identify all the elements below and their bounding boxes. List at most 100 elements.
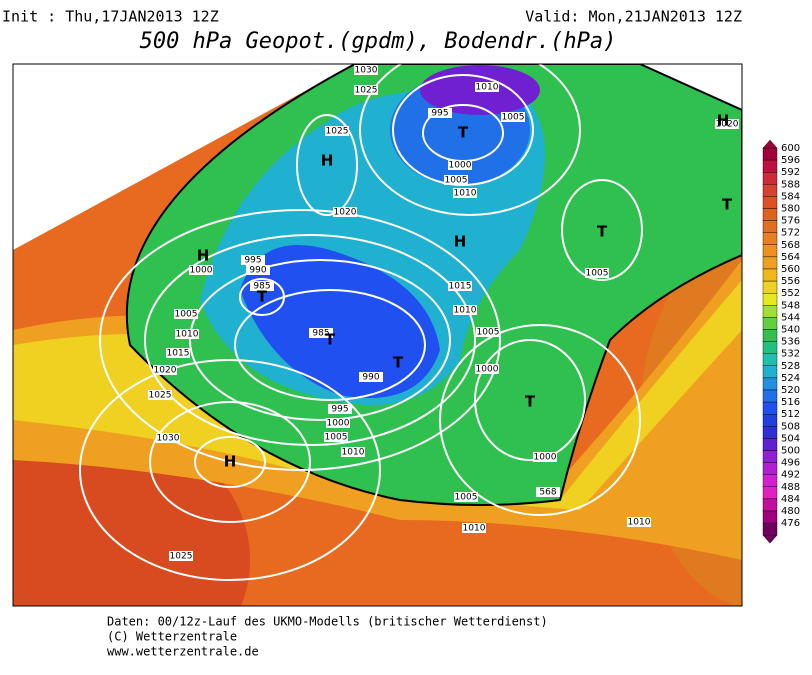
isobar-label: 1030 [157,434,180,444]
isobar-label: 990 [249,266,266,276]
footer-source: Daten: 00/12z-Lauf des UKMO-Modells (bri… [107,615,548,629]
pressure-center: T [722,196,733,214]
pressure-center: T [325,331,336,349]
isobar-label: 1010 [463,524,486,534]
isobar-label: 1020 [154,366,177,376]
isobar-label-box [448,160,472,170]
isobar-label-box [148,390,172,400]
isobar-label: 995 [331,405,348,415]
isobar-label-box [454,492,478,502]
isobar-label: 985 [253,282,270,292]
colorbar-label: 500 [781,446,800,457]
isobar-label-box [169,551,193,561]
footer-url: www.wetterzentrale.de [107,645,259,659]
colorbar-swatch [762,147,778,161]
isobar-label-box [341,447,365,457]
isobar-label: 1005 [502,113,525,123]
colorbar-label: 512 [781,409,800,420]
colorbar-label: 560 [781,264,800,275]
colorbar-swatch [762,353,778,367]
isobar-label: 1025 [170,552,193,562]
colorbar-label: 588 [781,179,800,190]
colorbar: 6005965925885845805765725685645605565525… [762,139,800,544]
isobar-label-box [354,85,378,95]
colorbar-swatch [762,474,778,488]
colorbar-swatch [762,305,778,318]
pressure-center: H [454,233,467,251]
isobar-label: 1030 [355,66,378,76]
isobar-label-box [536,487,560,497]
isobar-label-box [428,108,452,118]
isobar-label: 1000 [327,419,350,429]
isobar-label-box [175,329,199,339]
isobar-label-box [328,404,352,414]
colorbar-swatch [762,365,778,379]
pressure-center: T [257,288,268,306]
isobar-label: 1000 [476,365,499,375]
isobar-label-box [448,281,472,291]
isobar-label-box [475,82,499,92]
pressure-center: T [597,223,608,241]
isobar-label: 1000 [190,266,213,276]
isobar-label-box [585,268,609,278]
pressure-center: T [393,354,404,372]
colorbar-label: 496 [781,458,800,469]
isobar-label-box [324,432,348,442]
pressure-center: T [458,124,469,142]
isobar-label-box [462,523,486,533]
isobar-label: 1005 [477,328,500,338]
isobar-label: 995 [244,256,261,266]
colorbar-swatch [762,256,778,270]
colorbar-swatch [762,462,778,475]
isobar-label-box [246,265,270,275]
colorbar-label: 508 [781,421,800,432]
isobar-label-box [250,281,274,291]
init-time: Init : Thu,17JAN2013 12Z [2,8,219,26]
colorbar-label: 564 [781,252,800,263]
colorbar-swatch [762,377,778,391]
colorbar-swatch [762,268,778,282]
colorbar-swatch [762,208,778,221]
isobar-label: 1015 [167,349,190,359]
isobar-label: 1020 [334,208,357,218]
colorbar-swatch [762,341,778,354]
isobar-label: 1005 [586,269,609,279]
isobar-label: 1000 [449,161,472,171]
valid-time: Valid: Mon,21JAN2013 12Z [525,8,742,26]
isobar-label: 1025 [355,86,378,96]
colorbar-swatch [762,438,778,451]
colorbar-swatch [762,498,778,512]
isobar-label: 1010 [628,518,651,528]
colorbar-label: 476 [781,518,800,529]
pressure-center: H [197,247,210,265]
colorbar-label: 572 [781,228,800,239]
colorbar-swatch [762,389,778,403]
isobar-label-box [156,433,180,443]
colorbar-cap [762,535,778,544]
isobar-label-box [444,175,468,185]
isobar-label: 1005 [455,493,478,503]
isobar-label: 995 [431,109,448,119]
isobar-label: 1010 [176,330,199,340]
colorbar-label: 544 [781,312,800,323]
isobar-label-box [174,309,198,319]
isobar-label: 1010 [342,448,365,458]
colorbar-swatch [762,184,778,197]
colorbar-swatch [762,293,778,306]
colorbar-label: 480 [781,506,800,517]
isobar-label-box [354,65,378,75]
map-title: 500 hPa Geopot.(gpdm), Bodendr.(hPa) [140,29,617,54]
colorbar-swatch [762,171,778,185]
colorbar-swatch [762,280,778,294]
isobar-label-box [533,452,557,462]
colorbar-label: 528 [781,361,800,372]
colorbar-label: 492 [781,470,800,481]
colorbar-cap [762,139,778,149]
colorbar-swatch [762,196,778,209]
pressure-center: H [224,453,237,471]
colorbar-swatch [762,317,778,330]
colorbar-swatch [762,329,778,342]
colorbar-label: 596 [781,155,800,166]
map-frame [12,63,743,607]
